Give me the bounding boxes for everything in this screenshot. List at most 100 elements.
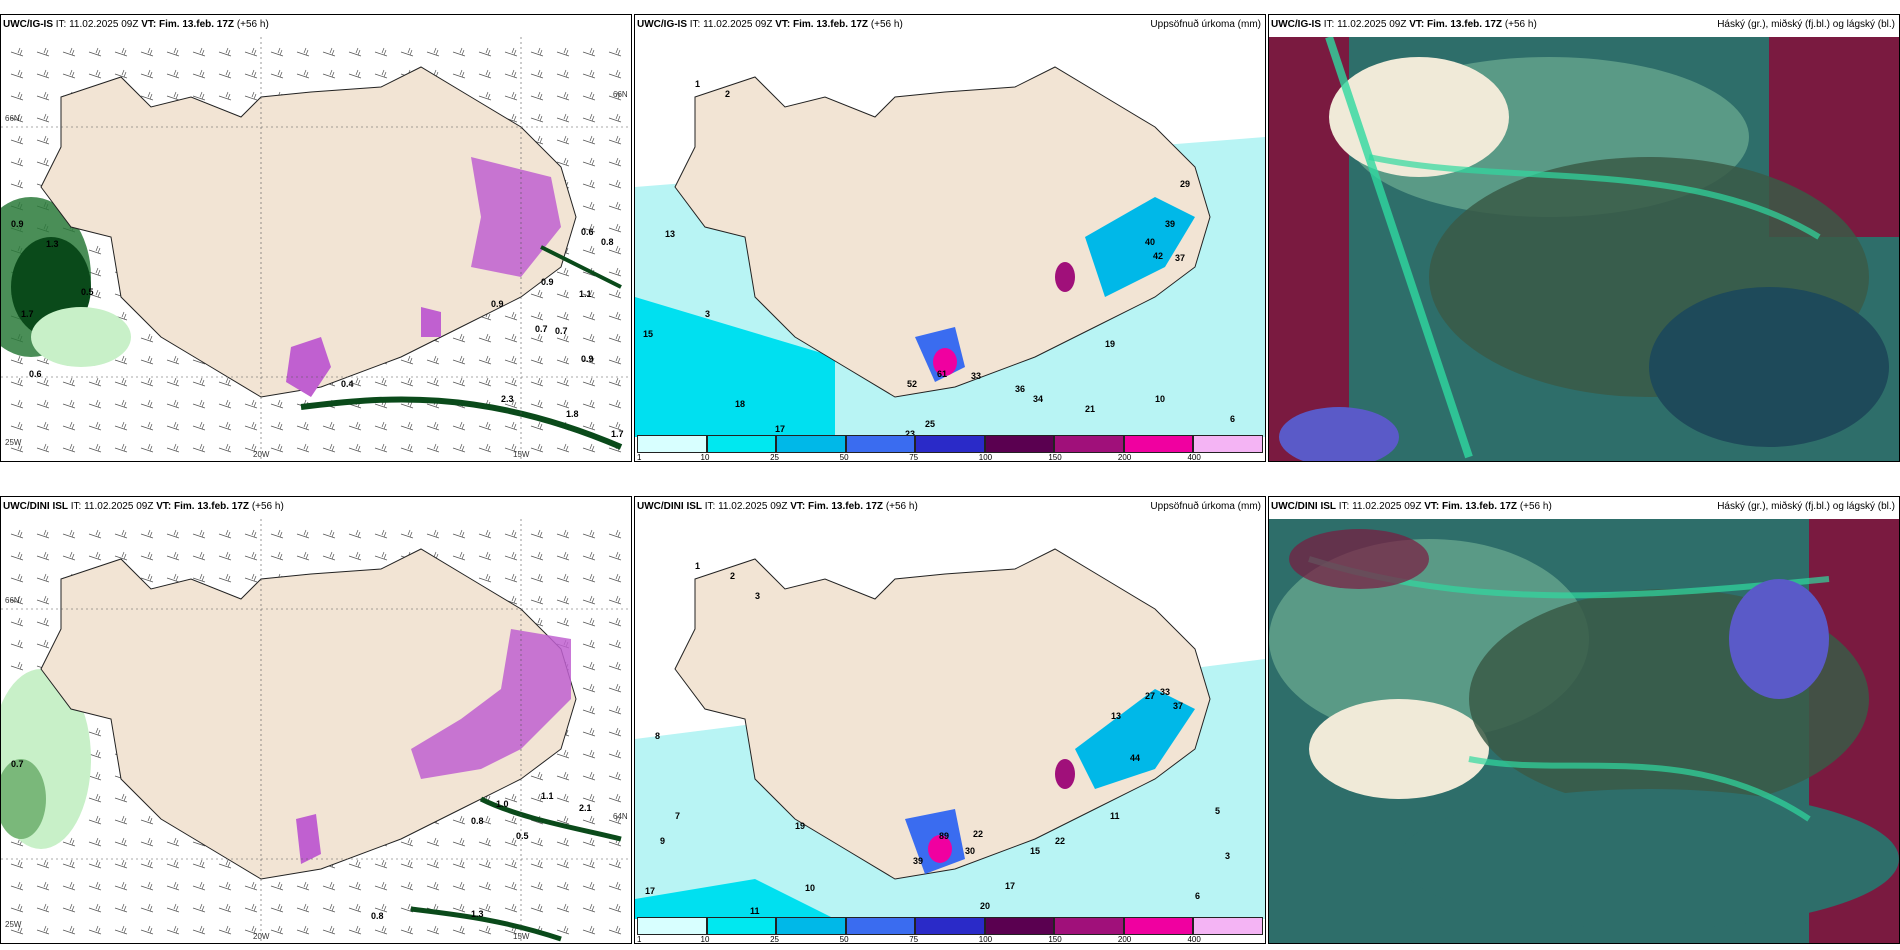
precip-label: 52 bbox=[907, 379, 917, 389]
wind-panel-bottom: UWC/DINI ISL IT: 11.02.2025 09Z VT: Fim.… bbox=[0, 496, 632, 944]
wind-barb bbox=[608, 47, 622, 57]
precip-label: 25 bbox=[925, 419, 935, 429]
wind-barb bbox=[504, 551, 518, 561]
precip-label: 19 bbox=[795, 821, 805, 831]
wind-barb bbox=[36, 69, 50, 79]
wind-barb bbox=[192, 529, 206, 539]
wind-barb bbox=[608, 529, 622, 539]
wind-barb bbox=[478, 859, 492, 869]
precip-label: 13 bbox=[1111, 711, 1121, 721]
wind-barb bbox=[348, 421, 362, 431]
precip-label: 17 bbox=[645, 886, 655, 896]
precip-label: 22 bbox=[1055, 836, 1065, 846]
precip-label: 18 bbox=[735, 399, 745, 409]
wind-barb bbox=[348, 377, 362, 387]
wind-barb bbox=[556, 355, 570, 365]
colorbar-swatch bbox=[845, 435, 916, 453]
precip-label: 29 bbox=[1180, 179, 1190, 189]
wind-barb bbox=[582, 881, 596, 891]
wind-barb bbox=[582, 113, 596, 123]
colorbar-swatch bbox=[776, 435, 846, 453]
wind-barb bbox=[582, 157, 596, 167]
wind-label: 1.7 bbox=[611, 429, 624, 439]
wind-barb bbox=[374, 903, 388, 913]
precip-label: 27 bbox=[1145, 691, 1155, 701]
colorbar-tick: 1 bbox=[637, 935, 642, 944]
precip-label: 6 bbox=[1230, 414, 1235, 424]
precip-label: 42 bbox=[1153, 251, 1163, 261]
wind-barb bbox=[166, 925, 180, 935]
wind-barb bbox=[374, 551, 388, 561]
wind-barb bbox=[608, 925, 622, 935]
colorbar-tick: 100 bbox=[978, 453, 993, 462]
wind-label: 0.9 bbox=[11, 219, 24, 229]
precip-label: 37 bbox=[1175, 253, 1185, 263]
colorbar-tick: 200 bbox=[1117, 453, 1132, 462]
wind-barb bbox=[556, 793, 570, 803]
precip-label: 61 bbox=[937, 369, 947, 379]
wind-barb bbox=[218, 859, 232, 869]
wind-barb bbox=[218, 69, 232, 79]
wind-barb bbox=[556, 135, 570, 145]
wind-barb bbox=[270, 925, 284, 935]
wind-barb bbox=[530, 793, 544, 803]
precip-label: 36 bbox=[1015, 384, 1025, 394]
wind-barb bbox=[114, 815, 128, 825]
wind-barb bbox=[218, 399, 232, 409]
wind-barb bbox=[478, 69, 492, 79]
colorbar-swatch bbox=[915, 435, 985, 453]
wind-barb bbox=[478, 815, 492, 825]
wind-barb bbox=[608, 727, 622, 737]
wind-barb bbox=[504, 903, 518, 913]
precip-label: 21 bbox=[1085, 404, 1095, 414]
wind-barb bbox=[400, 925, 414, 935]
wind-barb bbox=[582, 705, 596, 715]
cloud-panel-bottom: UWC/DINI ISL IT: 11.02.2025 09Z VT: Fim.… bbox=[1268, 496, 1900, 944]
colorbar-swatch bbox=[1054, 435, 1124, 453]
wind-barb bbox=[478, 551, 492, 561]
wind-barb bbox=[140, 421, 154, 431]
wind-barb bbox=[608, 859, 622, 869]
wind-barb bbox=[530, 69, 544, 79]
wind-barb bbox=[114, 529, 128, 539]
wind-barb bbox=[504, 91, 518, 101]
wind-barb bbox=[296, 529, 310, 539]
wind-barb bbox=[10, 443, 24, 453]
wind-barb bbox=[530, 771, 544, 781]
wind-barb bbox=[556, 47, 570, 57]
wind-barb bbox=[530, 377, 544, 387]
wind-barb bbox=[10, 925, 24, 935]
wind-barb bbox=[556, 311, 570, 321]
wind-barb bbox=[452, 815, 466, 825]
wind-barb bbox=[608, 793, 622, 803]
wind-label: 0.8 bbox=[371, 911, 384, 921]
wind-barb bbox=[62, 925, 76, 935]
wind-label: 1.1 bbox=[541, 791, 554, 801]
wind-barb bbox=[530, 355, 544, 365]
wind-barb bbox=[10, 179, 24, 189]
wind-barb bbox=[36, 443, 50, 453]
precip-label: 22 bbox=[973, 829, 983, 839]
wind-barb bbox=[478, 903, 492, 913]
wind-barb bbox=[608, 617, 622, 627]
wind-barb bbox=[452, 551, 466, 561]
wind-barb bbox=[88, 793, 102, 803]
colorbar-tick: 50 bbox=[839, 453, 849, 462]
wind-barb bbox=[582, 47, 596, 57]
precip-title: Uppsöfnuð úrkoma (mm) bbox=[1150, 501, 1261, 512]
wind-barb bbox=[244, 881, 258, 891]
colorbar-swatch bbox=[845, 917, 916, 935]
wind-barb bbox=[348, 881, 362, 891]
wind-barb bbox=[270, 47, 284, 57]
wind-barb bbox=[478, 573, 492, 583]
wind-barb bbox=[400, 377, 414, 387]
wind-barb bbox=[608, 399, 622, 409]
wind-barb bbox=[374, 377, 388, 387]
wind-barb bbox=[166, 421, 180, 431]
wind-barb bbox=[504, 529, 518, 539]
wind-barb bbox=[62, 859, 76, 869]
wind-barb bbox=[296, 443, 310, 453]
panel-title: UWC/IG-IS IT: 11.02.2025 09Z VT: Fim. 13… bbox=[1271, 19, 1537, 30]
wind-barb bbox=[192, 443, 206, 453]
precip-label: 6 bbox=[1195, 891, 1200, 901]
